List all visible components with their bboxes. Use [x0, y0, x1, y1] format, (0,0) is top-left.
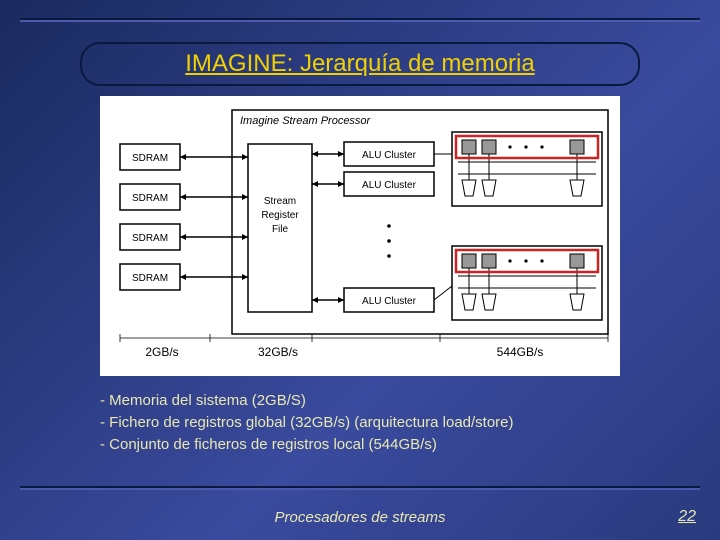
svg-text:SDRAM: SDRAM [132, 193, 168, 204]
svg-text:SDRAM: SDRAM [132, 233, 168, 244]
page-number: 22 [678, 508, 696, 526]
svg-text:File: File [272, 224, 289, 235]
svg-text:2GB/s: 2GB/s [145, 345, 178, 359]
svg-text:Imagine Stream Processor: Imagine Stream Processor [240, 115, 372, 127]
page-title: IMAGINE: Jerarquía de memoria [185, 50, 534, 77]
svg-text:32GB/s: 32GB/s [258, 345, 298, 359]
svg-text:Register: Register [261, 210, 299, 221]
svg-text:ALU Cluster: ALU Cluster [362, 296, 417, 307]
svg-text:SDRAM: SDRAM [132, 273, 168, 284]
title-box: IMAGINE: Jerarquía de memoria [80, 42, 640, 86]
bullet-item: - Conjunto de ficheros de registros loca… [100, 434, 660, 456]
svg-text:Stream: Stream [264, 196, 296, 207]
svg-text:ALU Cluster: ALU Cluster [362, 180, 417, 191]
top-rule [20, 18, 700, 22]
svg-text:ALU Cluster: ALU Cluster [362, 150, 417, 161]
bullet-list: - Memoria del sistema (2GB/S) - Fichero … [100, 390, 660, 455]
footer-text: Procesadores de streams [0, 509, 720, 526]
bullet-item: - Memoria del sistema (2GB/S) [100, 390, 660, 412]
svg-text:SDRAM: SDRAM [132, 153, 168, 164]
svg-text:544GB/s: 544GB/s [497, 345, 544, 359]
bottom-rule [20, 486, 700, 490]
architecture-diagram: Imagine Stream Processor SDRAM SDRAM SDRAM S… [100, 96, 620, 376]
bullet-item: - Fichero de registros global (32GB/s) (… [100, 412, 660, 434]
